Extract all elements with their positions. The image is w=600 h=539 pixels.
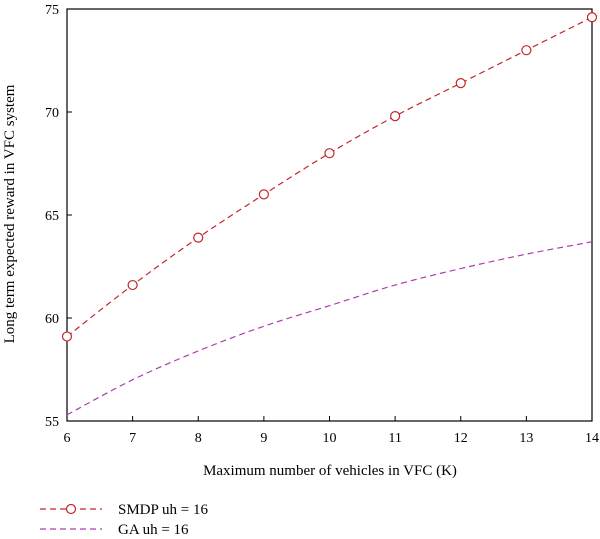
data-point-smdp-uh-16 (390, 111, 401, 122)
data-point-smdp-uh-16 (455, 78, 466, 89)
data-point-smdp-uh-16 (127, 279, 138, 291)
data-point-smdp-uh-16 (193, 232, 204, 243)
plot-frame (66, 8, 593, 422)
y-tick-label: 55 (45, 415, 59, 430)
x-tick-label: 10 (323, 431, 337, 446)
y-tick-label: 75 (45, 3, 59, 18)
plot-area (66, 8, 593, 422)
x-tick-label: 7 (129, 431, 136, 446)
legend: SMDP uh = 16 GA uh = 16 (40, 502, 209, 538)
series-line-smdp-uh-16 (66, 16, 593, 338)
y-tick-label: 60 (45, 312, 59, 327)
x-axis-title: Maximum number of vehicles in VFC (K) (203, 463, 457, 479)
x-tick-label: 11 (388, 431, 401, 446)
x-tick-label: 8 (195, 431, 202, 446)
data-point-smdp-uh-16 (324, 148, 335, 159)
x-tick-label: 9 (260, 431, 267, 446)
data-point-smdp-uh-16 (258, 189, 269, 200)
y-tick-label: 70 (45, 106, 59, 121)
y-axis-ticks: 55 60 65 70 75 (45, 3, 72, 430)
x-tick-label: 6 (64, 431, 71, 446)
series-line-ga-uh-16 (66, 241, 593, 416)
x-tick-label: 14 (585, 431, 599, 446)
data-point-smdp-uh-16 (586, 12, 598, 23)
legend-marker-smdp-uh-16 (65, 503, 77, 515)
x-axis-ticks: 6 7 8 9 10 11 12 13 14 (64, 416, 599, 446)
data-point-smdp-uh-16 (521, 45, 532, 56)
data-point-smdp-uh-16 (61, 331, 73, 342)
legend-label-smdp-uh-16: SMDP uh = 16 (118, 502, 209, 518)
y-tick-label: 65 (45, 209, 59, 224)
x-tick-label: 13 (519, 431, 533, 446)
series-layer (61, 12, 598, 416)
legend-label-ga-uh-16: GA uh = 16 (118, 522, 189, 538)
x-tick-label: 12 (454, 431, 468, 446)
y-axis-title: Long term expected reward in VFC system (2, 84, 18, 343)
